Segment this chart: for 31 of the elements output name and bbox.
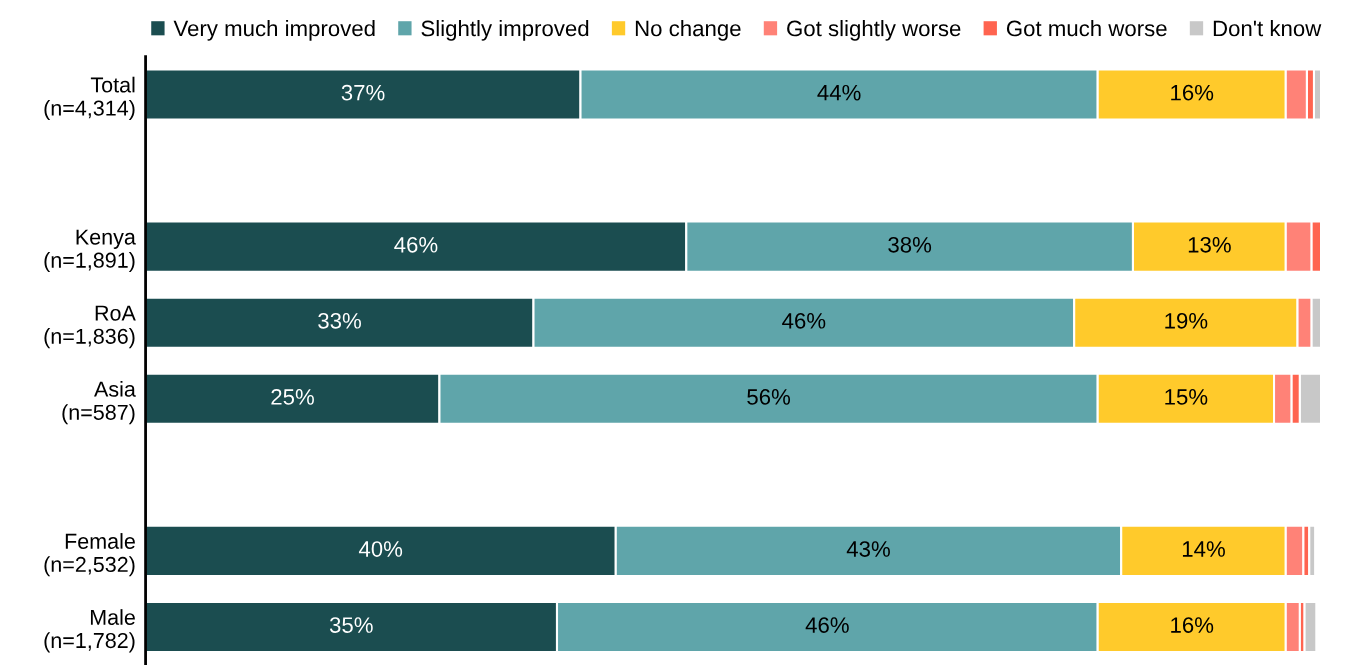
legend-label: Slightly improved [421,20,589,41]
data-label: 14% [1182,541,1225,557]
y-tick-label: Kenya (n=1,891) [44,229,136,273]
legend-label: No change [635,20,741,41]
data-label: 37% [341,84,385,101]
data-label: 13% [1188,236,1231,253]
data-label: 19% [1165,312,1208,329]
legend-label: Don't know [1213,20,1322,37]
bar [1303,600,1318,654]
data-label: 56% [747,389,791,405]
data-label: 44% [817,84,861,101]
data-label: 43% [846,541,890,557]
data-label: 25% [271,389,314,405]
data-label: 40% [358,541,403,557]
legend-label: Got slightly worse [787,20,961,41]
data-label: 46% [782,312,826,329]
data-label: 16% [1171,84,1214,101]
data-label: 15% [1165,389,1208,405]
data-label: 46% [805,617,849,633]
y-tick-label: Asia (n=587) [62,380,136,425]
legend-label: Very much improved [173,20,375,41]
data-label: 33% [318,312,361,329]
data-label: 16% [1171,617,1214,633]
y-tick-label: RoA (n=1,836) [44,305,136,349]
data-label: 46% [394,236,438,253]
y-tick-label: Male (n=1,782) [44,609,135,653]
data-label: 38% [888,236,932,253]
legend-label: Got much worse [1006,20,1167,37]
data-label: 35% [329,617,373,633]
y-tick-label: Female (n=2,532) [44,533,135,577]
y-tick-label: Total (n=4,314) [44,76,135,120]
